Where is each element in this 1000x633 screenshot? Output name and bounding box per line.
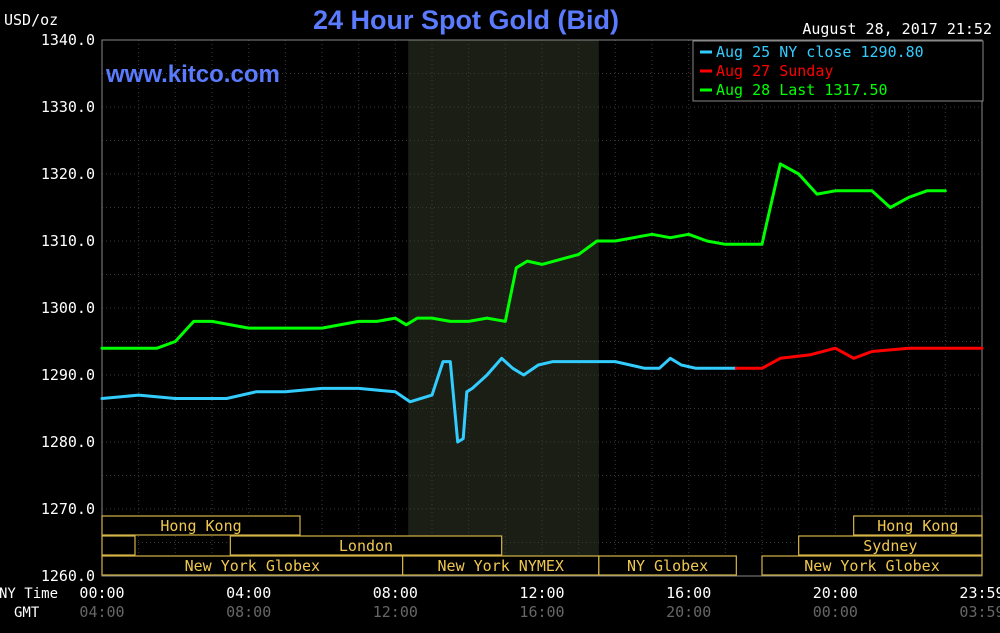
gmt-label: GMT xyxy=(14,605,40,621)
legend-box xyxy=(692,40,984,102)
y-tick-label: 1330.0 xyxy=(41,98,95,116)
y-tick-label: 1310.0 xyxy=(41,232,95,250)
series-line xyxy=(734,346,984,370)
x-tick-label-ny: 00:00 xyxy=(79,584,124,602)
x-tick-label-ny: 23:59 xyxy=(959,584,1000,602)
session-label: New York Globex xyxy=(185,557,320,575)
session-bar xyxy=(101,535,136,556)
session-label: New York NYMEX xyxy=(438,557,564,575)
session-label: Sydney xyxy=(863,537,917,555)
x-tick-label-gmt: 08:00 xyxy=(226,603,271,621)
y-tick-label: 1270.0 xyxy=(41,500,95,518)
session-bar xyxy=(229,535,503,556)
y-tick-label: 1260.0 xyxy=(41,567,95,585)
session-label: New York Globex xyxy=(804,557,939,575)
session-label: Hong Kong xyxy=(877,517,958,535)
x-tick-label-gmt: 04:00 xyxy=(79,603,124,621)
x-tick-label-gmt: 03:59 xyxy=(959,603,1000,621)
y-tick-label: 1320.0 xyxy=(41,165,95,183)
grid-lines xyxy=(102,40,982,576)
session-bar xyxy=(598,555,737,576)
y-tick-label: 1340.0 xyxy=(41,31,95,49)
y-tick-label: 1300.0 xyxy=(41,299,95,317)
y-axis-ticks: 1260.0 1270.0 1280.0 1290.0 1300.0 1310.0 1320… xyxy=(41,31,95,585)
session-bar xyxy=(853,515,983,536)
chart-title: 24 Hour Spot Gold (Bid) xyxy=(313,5,619,35)
x-tick-label-ny: 20:00 xyxy=(813,584,858,602)
series-line xyxy=(100,162,947,350)
x-tick-label-ny: 04:00 xyxy=(226,584,271,602)
session-bar xyxy=(798,535,983,556)
y-tick-label: 1290.0 xyxy=(41,366,95,384)
session-label: Hong Kong xyxy=(160,517,241,535)
plot-frame xyxy=(101,39,983,577)
ny-trading-shade xyxy=(408,40,599,576)
legend-label: Aug 25 NY close 1290.80 xyxy=(716,43,924,61)
session-label: London xyxy=(339,537,393,555)
session-bar xyxy=(101,515,301,536)
legend-label: Aug 27 Sunday xyxy=(716,62,833,80)
timestamp: August 28, 2017 21:52 xyxy=(802,20,992,38)
x-tick-label-gmt: 12:00 xyxy=(373,603,418,621)
x-tick-label-gmt: 00:00 xyxy=(813,603,858,621)
price-series xyxy=(100,162,984,444)
y-axis-label: USD/oz xyxy=(4,11,58,29)
market-sessions: Hong Kong London New York Globex New York N… xyxy=(101,515,983,576)
legend-label: Aug 28 Last 1317.50 xyxy=(716,81,888,99)
ny-time-label: NY Time xyxy=(0,586,58,602)
x-tick-label-ny: 16:00 xyxy=(666,584,711,602)
x-axis-ticks: 00:0004:0008:0012:0016:0020:0023:5904:00… xyxy=(79,584,1000,621)
x-tick-label-ny: 08:00 xyxy=(373,584,418,602)
x-tick-label-gmt: 16:00 xyxy=(519,603,564,621)
series-line xyxy=(100,356,738,444)
watermark-text: www.kitco.com xyxy=(105,61,280,88)
y-tick-label: 1280.0 xyxy=(41,433,95,451)
x-tick-label-gmt: 20:00 xyxy=(666,603,711,621)
session-label: NY Globex xyxy=(627,557,708,575)
session-bar xyxy=(761,555,983,576)
x-tick-label-ny: 12:00 xyxy=(519,584,564,602)
